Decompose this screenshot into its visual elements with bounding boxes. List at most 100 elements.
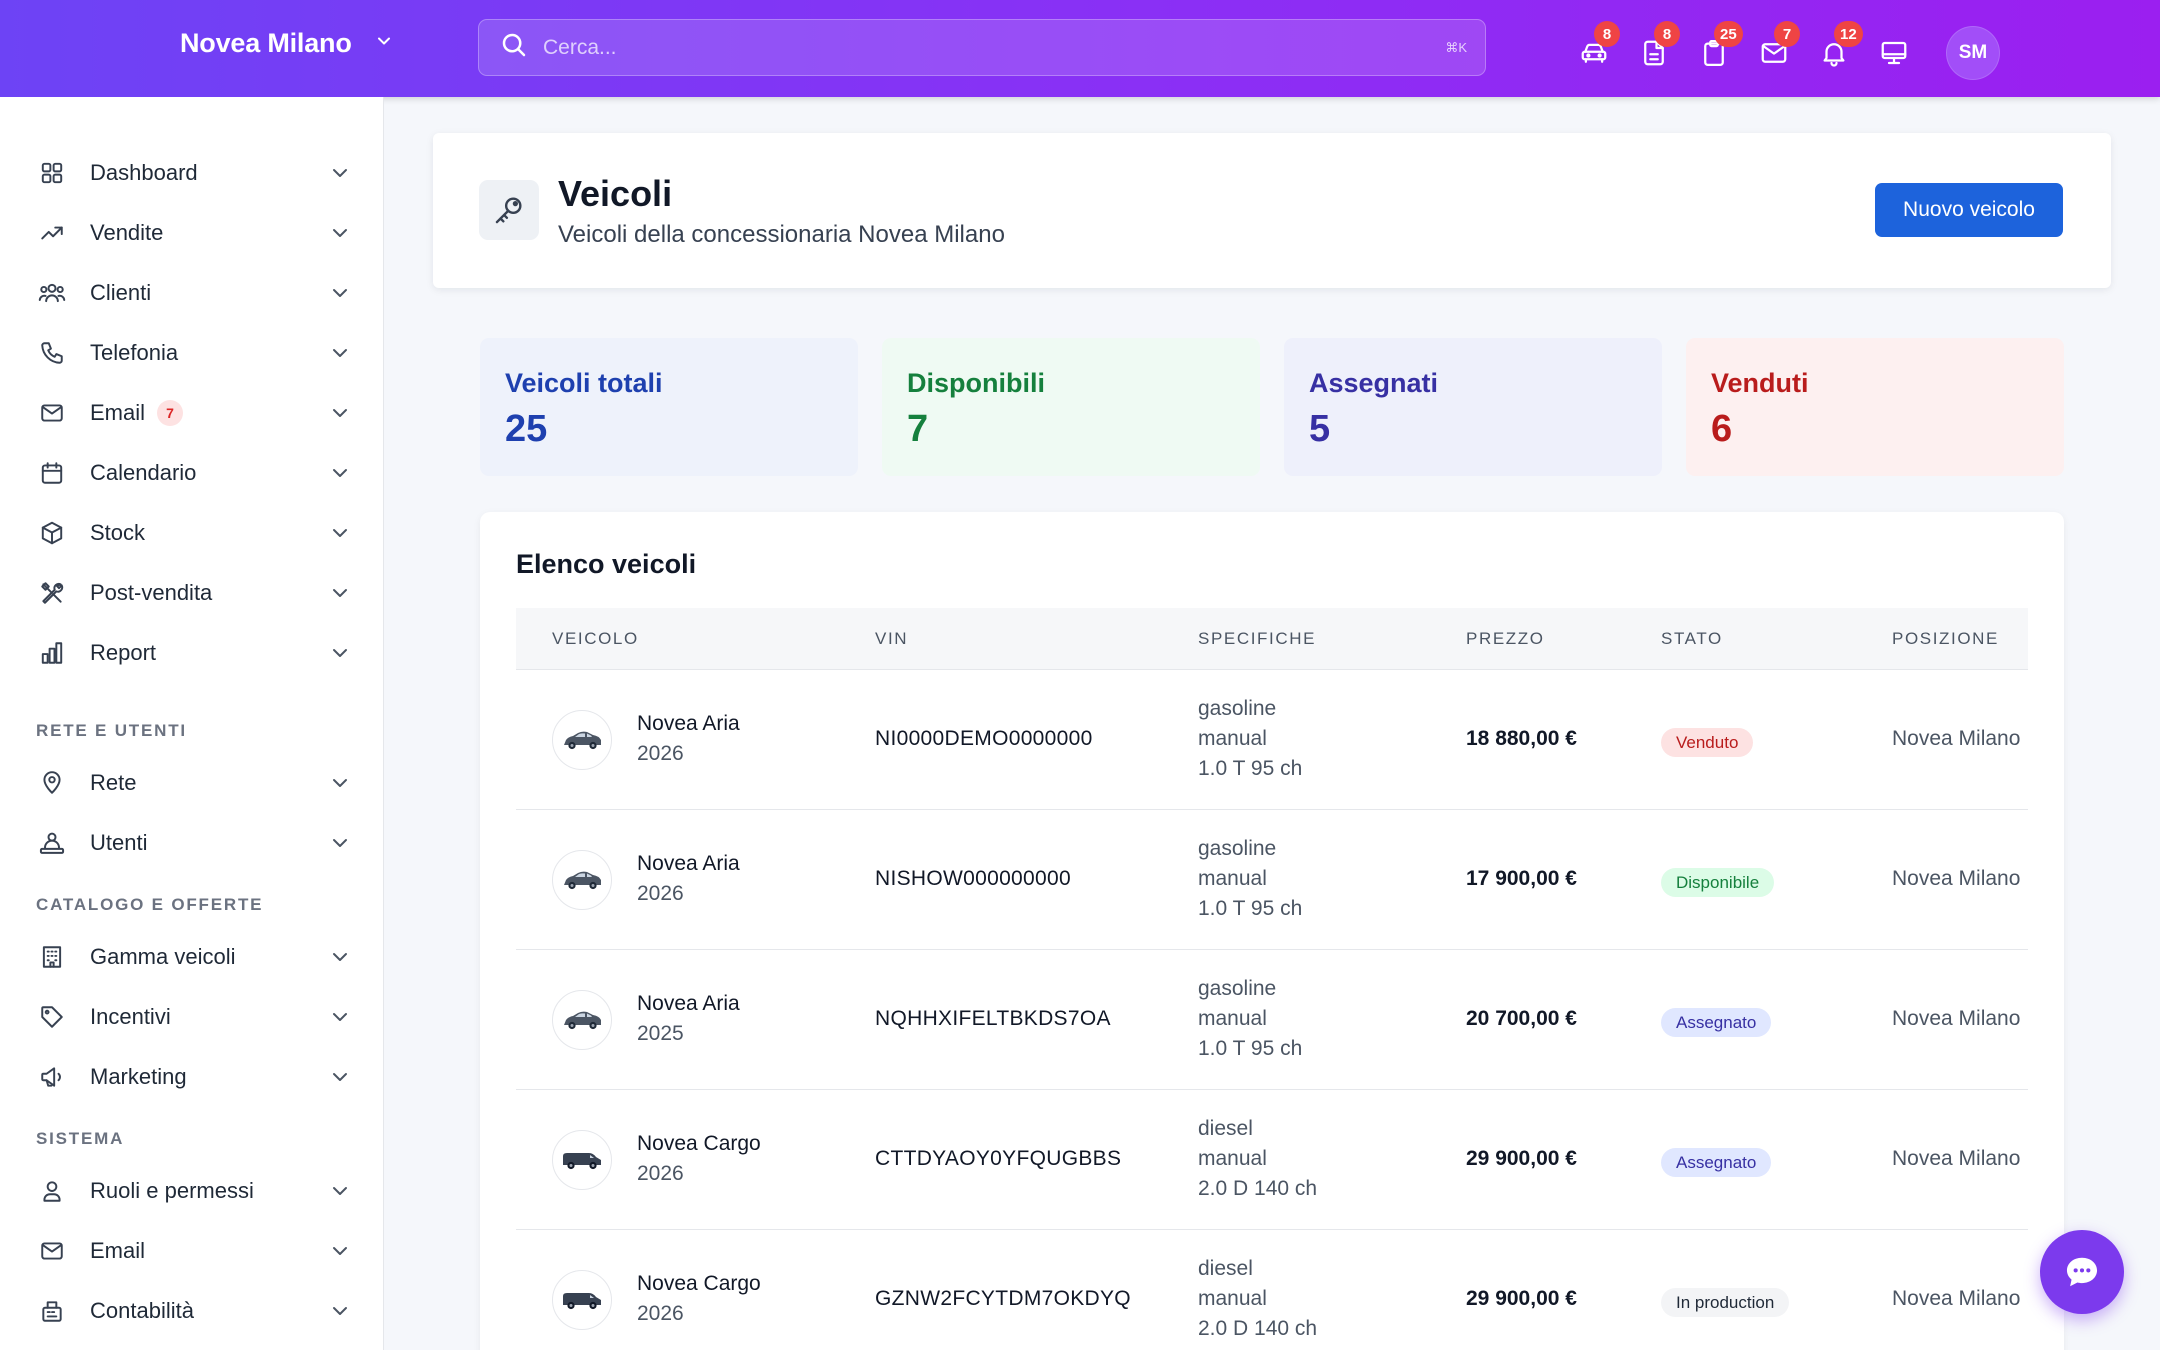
users-icon [36, 277, 68, 309]
document-icon[interactable]: 8 [1632, 21, 1680, 75]
table-row[interactable]: Novea Aria 2026 NI0000DEMO0000000 gasoline m… [516, 670, 2028, 810]
stat-label: Venduti [1711, 368, 1809, 398]
column-header[interactable]: SPECIFICHE [1198, 629, 1317, 648]
sidebar-item-marketing[interactable]: Marketing [36, 1051, 352, 1103]
vehicle-price: 18 880,00 € [1466, 727, 1577, 750]
chat-button[interactable] [2040, 1230, 2124, 1314]
spec-fuel: gasoline [1198, 697, 1277, 720]
vehicle-price: 29 900,00 € [1466, 1287, 1577, 1310]
vehicle-position: Novea Milano [1892, 727, 2021, 750]
sidebar-item-rete[interactable]: Rete [36, 757, 352, 809]
spec-transmission: manual [1198, 1147, 1267, 1170]
page-title: Veicoli [558, 173, 673, 214]
vehicle-year: 2026 [637, 1302, 684, 1325]
search-input[interactable] [543, 35, 1446, 60]
page-subtitle: Veicoli della concessionaria Novea Milan… [558, 221, 1005, 248]
sidebar-item-incentivi[interactable]: Incentivi [36, 991, 352, 1043]
sidebar-item-report[interactable]: Report [36, 627, 352, 679]
column-header[interactable]: STATO [1661, 629, 1723, 648]
sidebar-item-label: Calendario [90, 460, 197, 485]
sidebar-item-contabilita[interactable]: Contabilità [36, 1285, 352, 1337]
vehicle-vin: NISHOW000000000 [875, 867, 1071, 890]
search-box[interactable]: ⌘K [478, 19, 1486, 76]
table-row[interactable]: Novea Aria 2026 NISHOW000000000 gasoline man… [516, 810, 2028, 950]
sidebar-item-post-vendita[interactable]: Post-vendita [36, 567, 352, 619]
sidebar-item-vendite[interactable]: Vendite [36, 207, 352, 259]
sidebar-item-label: Vendite [90, 220, 164, 245]
vehicle-name: Novea Cargo [637, 1272, 761, 1295]
van-icon [552, 1130, 612, 1190]
mail-icon [36, 1235, 68, 1267]
building-icon [36, 941, 68, 973]
bell-icon[interactable]: 12 [1812, 21, 1863, 75]
sidebar-item-telefonia[interactable]: Telefonia [36, 327, 352, 379]
chevron-down-icon [328, 221, 352, 250]
car-icon [552, 990, 612, 1050]
column-header[interactable]: VEICOLO [552, 629, 639, 648]
sidebar-item-calendario[interactable]: Calendario [36, 447, 352, 499]
chevron-down-icon [328, 1299, 352, 1328]
chevron-down-icon [328, 1065, 352, 1094]
table-row[interactable]: Novea Cargo 2026 CTTDYAOY0YFQUGBBS diesel ma… [516, 1090, 2028, 1230]
stat-label: Veicoli totali [505, 368, 663, 398]
notification-badge: 8 [1594, 21, 1620, 47]
status-badge: In production [1661, 1288, 1790, 1317]
column-header[interactable]: VIN [875, 629, 909, 648]
spec-fuel: gasoline [1198, 977, 1277, 1000]
notification-badge: 7 [1774, 21, 1800, 47]
car-icon[interactable]: 8 [1572, 21, 1620, 75]
chevron-down-icon [328, 341, 352, 370]
monitor-icon[interactable] [1872, 31, 1916, 75]
clipboard-icon[interactable]: 25 [1692, 21, 1743, 75]
mail-icon[interactable]: 7 [1752, 21, 1800, 75]
phone-icon [36, 337, 68, 369]
megaphone-icon [36, 1061, 68, 1093]
table-row[interactable]: Novea Cargo 2026 GZNW2FCYTDM7OKDYQ diesel ma… [516, 1230, 2028, 1350]
sidebar-item-ruoli-permessi[interactable]: Ruoli e permessi [36, 1165, 352, 1217]
sidebar-item-email-sistema[interactable]: Email [36, 1225, 352, 1277]
spec-engine: 1.0 T 95 ch [1198, 757, 1303, 780]
vehicle-year: 2025 [637, 1022, 684, 1045]
van-icon [552, 1270, 612, 1330]
chevron-down-icon [328, 401, 352, 430]
avatar[interactable]: SM [1946, 26, 2000, 80]
mail-icon [36, 397, 68, 429]
calendar-icon [36, 457, 68, 489]
sidebar-item-stock[interactable]: Stock [36, 507, 352, 559]
column-header[interactable]: PREZZO [1466, 629, 1545, 648]
sidebar-item-dashboard[interactable]: Dashboard [36, 147, 352, 199]
key-icon [479, 180, 539, 240]
trending-up-icon [36, 217, 68, 249]
vehicle-vin: NI0000DEMO0000000 [875, 727, 1093, 750]
vehicle-year: 2026 [637, 742, 684, 765]
spec-fuel: diesel [1198, 1257, 1253, 1280]
unread-badge: 7 [157, 400, 184, 426]
list-title: Elenco veicoli [516, 549, 697, 579]
page-header: Veicoli Veicoli della concessionaria Nov… [433, 133, 2111, 288]
sidebar-item-email[interactable]: Email 7 [36, 387, 352, 439]
sidebar-item-label: Report [90, 640, 157, 665]
sidebar-item-gamma-veicoli[interactable]: Gamma veicoli [36, 931, 352, 983]
topbar-icons: 8 8 25 7 12 SM [1572, 21, 2000, 80]
sidebar-item-label: Gamma veicoli [90, 944, 236, 969]
sidebar: Dashboard Vendite Clienti Telefonia Emai… [0, 97, 384, 1350]
spec-fuel: gasoline [1198, 837, 1277, 860]
vehicle-year: 2026 [637, 882, 684, 905]
sidebar-item-utenti[interactable]: Utenti [36, 817, 352, 869]
sidebar-item-label: Contabilità [90, 1298, 194, 1323]
table-row[interactable]: Novea Aria 2025 NQHHXIFELTBKDS7OA gasoline m… [516, 950, 2028, 1090]
sidebar-item-clienti[interactable]: Clienti [36, 267, 352, 319]
vehicle-vin: CTTDYAOY0YFQUGBBS [875, 1147, 1122, 1170]
sidebar-item-label: Stock [90, 520, 146, 545]
new-vehicle-button[interactable]: Nuovo veicolo [1875, 183, 2063, 237]
chevron-down-icon [328, 831, 352, 860]
spec-transmission: manual [1198, 727, 1267, 750]
search-shortcut: ⌘K [1445, 39, 1467, 55]
chevron-down-icon [328, 581, 352, 610]
status-badge: Assegnato [1661, 1148, 1772, 1177]
column-header[interactable]: POSIZIONE [1892, 629, 1999, 648]
map-pin-icon [36, 767, 68, 799]
spec-engine: 1.0 T 95 ch [1198, 897, 1303, 920]
dealer-switcher[interactable]: Novea Milano [180, 28, 394, 59]
notification-badge: 8 [1654, 21, 1680, 47]
